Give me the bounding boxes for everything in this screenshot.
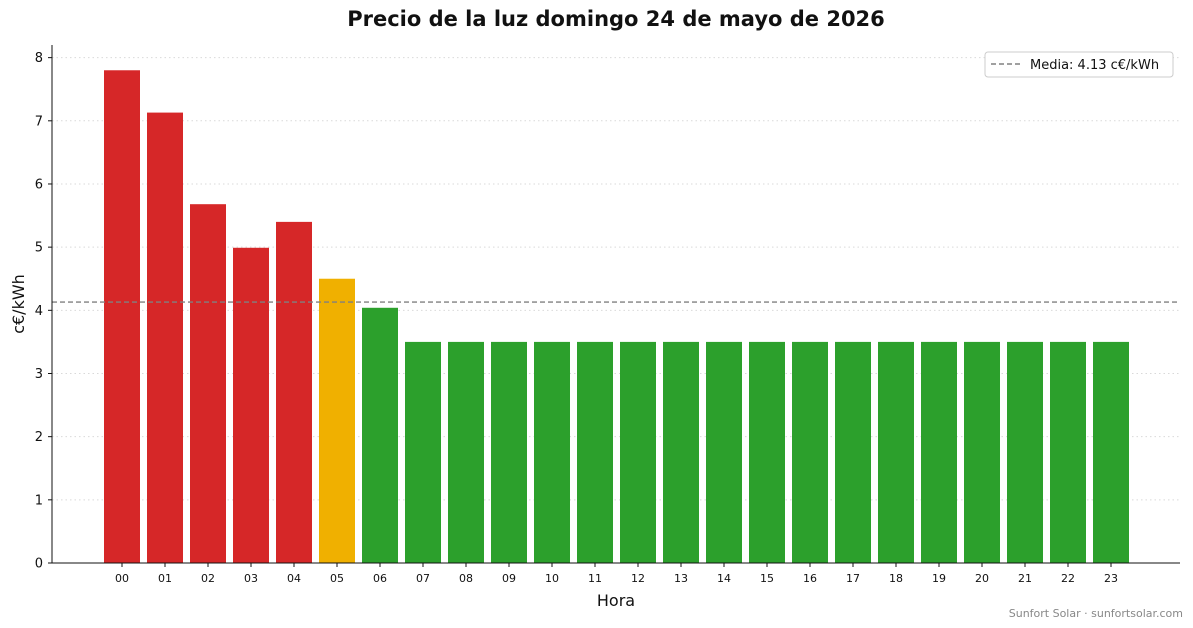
bar-14 [706,341,742,563]
x-tick-label: 13 [674,572,688,585]
footer-credit: Sunfort Solar · sunfortsolar.com [1009,607,1183,620]
bar-12 [620,341,656,563]
bar-23 [1093,341,1129,563]
x-tick-label: 03 [244,572,258,585]
x-tick-label: 05 [330,572,344,585]
bar-11 [577,341,613,563]
x-tick-label: 18 [889,572,903,585]
bar-21 [1007,341,1043,563]
x-ticks: 00 01 02 03 04 05 06 07 08 09 10 11 12 13 14 15 16 17 18 19… [115,563,1118,585]
x-tick-label: 22 [1061,572,1075,585]
x-tick-label: 00 [115,572,129,585]
x-tick-label: 10 [545,572,559,585]
x-tick-label: 19 [932,572,946,585]
bar-01 [147,112,183,563]
x-tick-label: 23 [1104,572,1118,585]
y-axis-label: c€/kWh [9,274,28,334]
legend: Media: 4.13 c€/kWh [984,51,1174,78]
y-tick-label: 0 [35,557,43,572]
y-ticks: 0 1 2 3 4 5 6 7 8 [35,51,52,572]
legend-entry-mean: Media: 4.13 c€/kWh [1030,58,1159,73]
y-tick-label: 4 [35,304,43,319]
x-axis-label: Hora [597,591,635,610]
bar-15 [749,341,785,563]
x-tick-label: 21 [1018,572,1032,585]
x-tick-label: 14 [717,572,731,585]
bar-22 [1050,341,1086,563]
bar-10 [534,341,570,563]
x-tick-label: 07 [416,572,430,585]
y-tick-label: 7 [35,114,43,129]
y-tick-label: 8 [35,51,43,66]
bar-03 [233,247,269,563]
bar-17 [835,341,871,563]
y-tick-label: 2 [35,430,43,445]
bar-20 [964,341,1000,563]
x-tick-label: 16 [803,572,817,585]
chart-title: Precio de la luz domingo 24 de mayo de 2… [347,7,885,31]
x-tick-label: 11 [588,572,602,585]
bar-19 [921,341,957,563]
bar-18 [878,341,914,563]
bars [104,70,1129,563]
x-tick-label: 01 [158,572,172,585]
x-tick-label: 02 [201,572,215,585]
bar-08 [448,341,484,563]
y-tick-label: 3 [35,367,43,382]
bar-05 [319,278,355,563]
bar-00 [104,70,140,563]
x-tick-label: 09 [502,572,516,585]
y-tick-label: 5 [35,241,43,256]
y-tick-label: 6 [35,177,43,192]
bar-07 [405,341,441,563]
bar-06 [362,307,398,563]
x-tick-label: 20 [975,572,989,585]
x-tick-label: 06 [373,572,387,585]
x-tick-label: 04 [287,572,301,585]
x-tick-label: 17 [846,572,860,585]
bar-02 [190,204,226,563]
legend-box [984,51,1174,78]
axes [51,45,1180,564]
bar-09 [491,341,527,563]
y-tick-label: 1 [35,493,43,508]
bar-16 [792,341,828,563]
x-tick-label: 15 [760,572,774,585]
x-tick-label: 12 [631,572,645,585]
x-tick-label: 08 [459,572,473,585]
bar-04 [276,221,312,563]
bar-13 [663,341,699,563]
